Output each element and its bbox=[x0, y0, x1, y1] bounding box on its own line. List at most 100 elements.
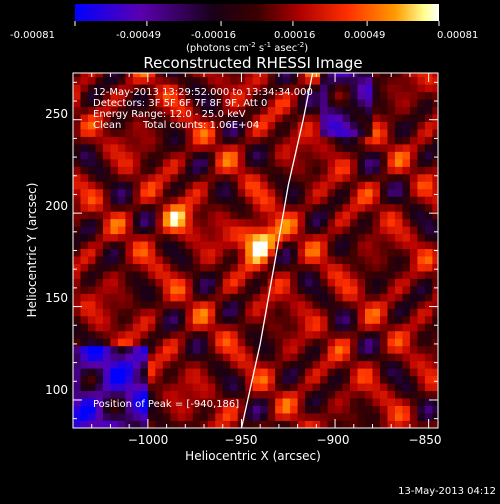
heatmap-pixel-40-41 bbox=[379, 121, 388, 130]
heatmap-pixel-29-16 bbox=[192, 203, 201, 212]
heatmap-pixel-2-6 bbox=[117, 405, 126, 414]
heatmap-pixel-7-12 bbox=[162, 368, 171, 377]
heatmap-pixel-21-2 bbox=[87, 263, 96, 272]
heatmap-pixel-9-9 bbox=[140, 353, 149, 362]
heatmap-pixel-35-45 bbox=[409, 158, 418, 167]
heatmap-pixel-8-36 bbox=[342, 360, 351, 369]
heatmap-pixel-29-38 bbox=[357, 203, 366, 212]
heatmap-pixel-36-31 bbox=[305, 151, 313, 160]
heatmap-pixel-40-10 bbox=[147, 121, 156, 130]
heatmap-pixel-12-12 bbox=[162, 330, 171, 339]
heatmap-pixel-33-48 bbox=[432, 173, 438, 182]
heatmap-pixel-7-5 bbox=[110, 368, 119, 377]
heatmap-pixel-38-44 bbox=[402, 136, 411, 145]
heatmap-pixel-35-20 bbox=[222, 158, 231, 167]
heatmap-pixel-35-21 bbox=[230, 158, 239, 167]
heatmap-pixel-4-20 bbox=[222, 390, 231, 399]
heatmap-pixel-17-7 bbox=[125, 293, 134, 302]
heatmap-pixel-19-17 bbox=[200, 278, 209, 287]
heatmap-pixel-19-2 bbox=[87, 278, 96, 287]
heatmap-pixel-1-33 bbox=[320, 413, 328, 421]
heatmap-pixel-17-41 bbox=[379, 293, 388, 302]
heatmap-pixel-1-28 bbox=[282, 413, 291, 421]
heatmap-pixel-18-19 bbox=[215, 286, 224, 294]
heatmap-pixel-33-33 bbox=[320, 173, 328, 182]
heatmap-pixel-3-29 bbox=[290, 398, 299, 406]
heatmap-pixel-39-12 bbox=[162, 129, 171, 137]
heatmap-pixel-45-10 bbox=[147, 84, 156, 93]
heatmap-pixel-24-26 bbox=[267, 241, 276, 250]
heatmap-pixel-19-1 bbox=[80, 278, 89, 287]
heatmap-pixel-40-39 bbox=[365, 121, 373, 130]
heatmap-pixel-5-26 bbox=[267, 383, 276, 392]
heatmap-pixel-17-26 bbox=[267, 293, 276, 302]
heatmap-pixel-8-1 bbox=[80, 360, 89, 369]
heatmap-pixel-39-36 bbox=[342, 129, 351, 137]
heatmap-pixel-3-13 bbox=[170, 398, 179, 406]
heatmap-pixel-17-17 bbox=[200, 293, 209, 302]
heatmap-pixel-40-44 bbox=[402, 121, 411, 130]
heatmap-pixel-25-8 bbox=[132, 233, 141, 242]
heatmap-pixel-20-39 bbox=[365, 271, 373, 279]
heatmap-pixel-6-45 bbox=[409, 375, 418, 384]
heatmap-pixel-39-25 bbox=[260, 129, 269, 137]
heatmap-pixel-18-3 bbox=[95, 286, 104, 294]
heatmap-pixel-47-16 bbox=[192, 73, 201, 78]
heatmap-pixel-13-37 bbox=[350, 323, 358, 332]
heatmap-pixel-28-26 bbox=[267, 211, 276, 220]
heatmap-pixel-25-3 bbox=[95, 233, 104, 242]
heatmap-pixel-35-28 bbox=[282, 158, 291, 167]
heatmap-pixel-37-16 bbox=[192, 144, 201, 152]
heatmap-pixel-38-9 bbox=[140, 136, 149, 145]
heatmap-pixel-7-11 bbox=[155, 368, 164, 377]
heatmap-pixel-31-16 bbox=[192, 188, 201, 197]
heatmap-pixel-38-32 bbox=[312, 136, 321, 145]
heatmap-pixel-22-22 bbox=[237, 256, 246, 264]
heatmap-pixel-9-45 bbox=[409, 353, 418, 362]
heatmap-pixel-43-27 bbox=[275, 99, 284, 108]
heatmap-pixel-37-1 bbox=[80, 144, 89, 152]
heatmap-pixel-35-39 bbox=[365, 158, 373, 167]
heatmap-pixel-31-1 bbox=[80, 188, 89, 197]
heatmap-pixel-17-5 bbox=[110, 293, 119, 302]
heatmap-pixel-26-34 bbox=[327, 226, 336, 235]
heatmap-pixel-19-0 bbox=[73, 278, 81, 287]
heatmap-pixel-31-40 bbox=[372, 188, 381, 197]
heatmap-pixel-23-22 bbox=[237, 248, 246, 257]
heatmap-pixel-18-5 bbox=[110, 286, 119, 294]
heatmap-pixel-17-37 bbox=[350, 293, 358, 302]
heatmap-pixel-12-41 bbox=[379, 330, 388, 339]
heatmap-pixel-12-14 bbox=[177, 330, 186, 339]
heatmap-pixel-40-33 bbox=[320, 121, 328, 130]
heatmap-pixel-7-26 bbox=[267, 368, 276, 377]
heatmap-pixel-42-2 bbox=[87, 106, 96, 115]
heatmap-pixel-37-19 bbox=[215, 144, 224, 152]
heatmap-pixel-0-13 bbox=[170, 420, 179, 428]
heatmap-pixel-4-27 bbox=[275, 390, 284, 399]
heatmap-pixel-14-43 bbox=[394, 315, 403, 324]
heatmap-pixel-11-4 bbox=[102, 338, 111, 347]
heatmap-pixel-40-12 bbox=[162, 121, 171, 130]
heatmap-pixel-2-12 bbox=[162, 405, 171, 414]
heatmap-pixel-40-4 bbox=[102, 121, 111, 130]
heatmap-pixel-44-7 bbox=[125, 91, 134, 100]
heatmap-pixel-33-25 bbox=[260, 173, 269, 182]
heatmap-pixel-46-48 bbox=[432, 76, 438, 85]
heatmap-pixel-38-11 bbox=[155, 136, 164, 145]
heatmap-pixel-22-45 bbox=[409, 256, 418, 264]
heatmap-pixel-30-43 bbox=[394, 196, 403, 205]
heatmap-pixel-23-3 bbox=[95, 248, 104, 257]
heatmap-pixel-29-26 bbox=[267, 203, 276, 212]
heatmap-pixel-35-24 bbox=[252, 158, 261, 167]
heatmap-pixel-40-43 bbox=[394, 121, 403, 130]
heatmap-pixel-34-9 bbox=[140, 166, 149, 175]
heatmap-pixel-35-18 bbox=[207, 158, 216, 167]
heatmap-pixel-36-42 bbox=[387, 151, 396, 160]
heatmap-pixel-27-21 bbox=[230, 218, 239, 227]
heatmap-pixel-16-37 bbox=[350, 300, 358, 309]
heatmap-pixel-30-28 bbox=[282, 196, 291, 205]
heatmap-pixel-0-34 bbox=[327, 420, 336, 428]
heatmap-pixel-9-28 bbox=[282, 353, 291, 362]
heatmap-pixel-11-23 bbox=[245, 338, 254, 347]
heatmap-pixel-29-2 bbox=[87, 203, 96, 212]
